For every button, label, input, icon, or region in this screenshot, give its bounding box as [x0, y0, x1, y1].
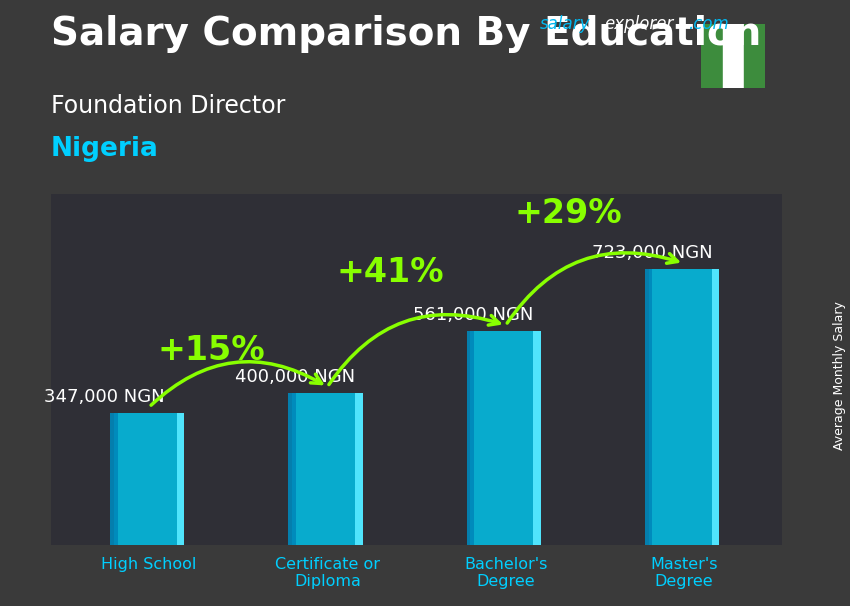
Bar [288, 393, 296, 545]
Bar [470, 331, 541, 545]
Text: 561,000 NGN: 561,000 NGN [413, 306, 534, 324]
Bar [649, 269, 719, 545]
Bar [645, 269, 653, 545]
Text: 347,000 NGN: 347,000 NGN [44, 388, 165, 406]
Bar [110, 413, 117, 545]
Text: +29%: +29% [514, 197, 622, 230]
Text: salary: salary [540, 15, 590, 33]
Bar [722, 24, 744, 88]
Text: +15%: +15% [157, 334, 265, 367]
Text: .com: .com [688, 15, 728, 33]
Bar [177, 413, 184, 545]
Bar [711, 269, 719, 545]
Text: explorer: explorer [604, 15, 674, 33]
Bar [534, 331, 541, 545]
Text: +41%: +41% [336, 256, 444, 289]
Bar [467, 331, 474, 545]
Bar [701, 24, 722, 88]
Bar [114, 413, 184, 545]
Text: Average Monthly Salary: Average Monthly Salary [833, 301, 846, 450]
Bar [355, 393, 363, 545]
Text: Nigeria: Nigeria [51, 136, 159, 162]
Text: Foundation Director: Foundation Director [51, 94, 286, 118]
Text: 723,000 NGN: 723,000 NGN [592, 244, 712, 262]
Bar [744, 24, 765, 88]
Text: Salary Comparison By Education: Salary Comparison By Education [51, 15, 762, 53]
Bar [292, 393, 363, 545]
Text: 400,000 NGN: 400,000 NGN [235, 368, 355, 385]
